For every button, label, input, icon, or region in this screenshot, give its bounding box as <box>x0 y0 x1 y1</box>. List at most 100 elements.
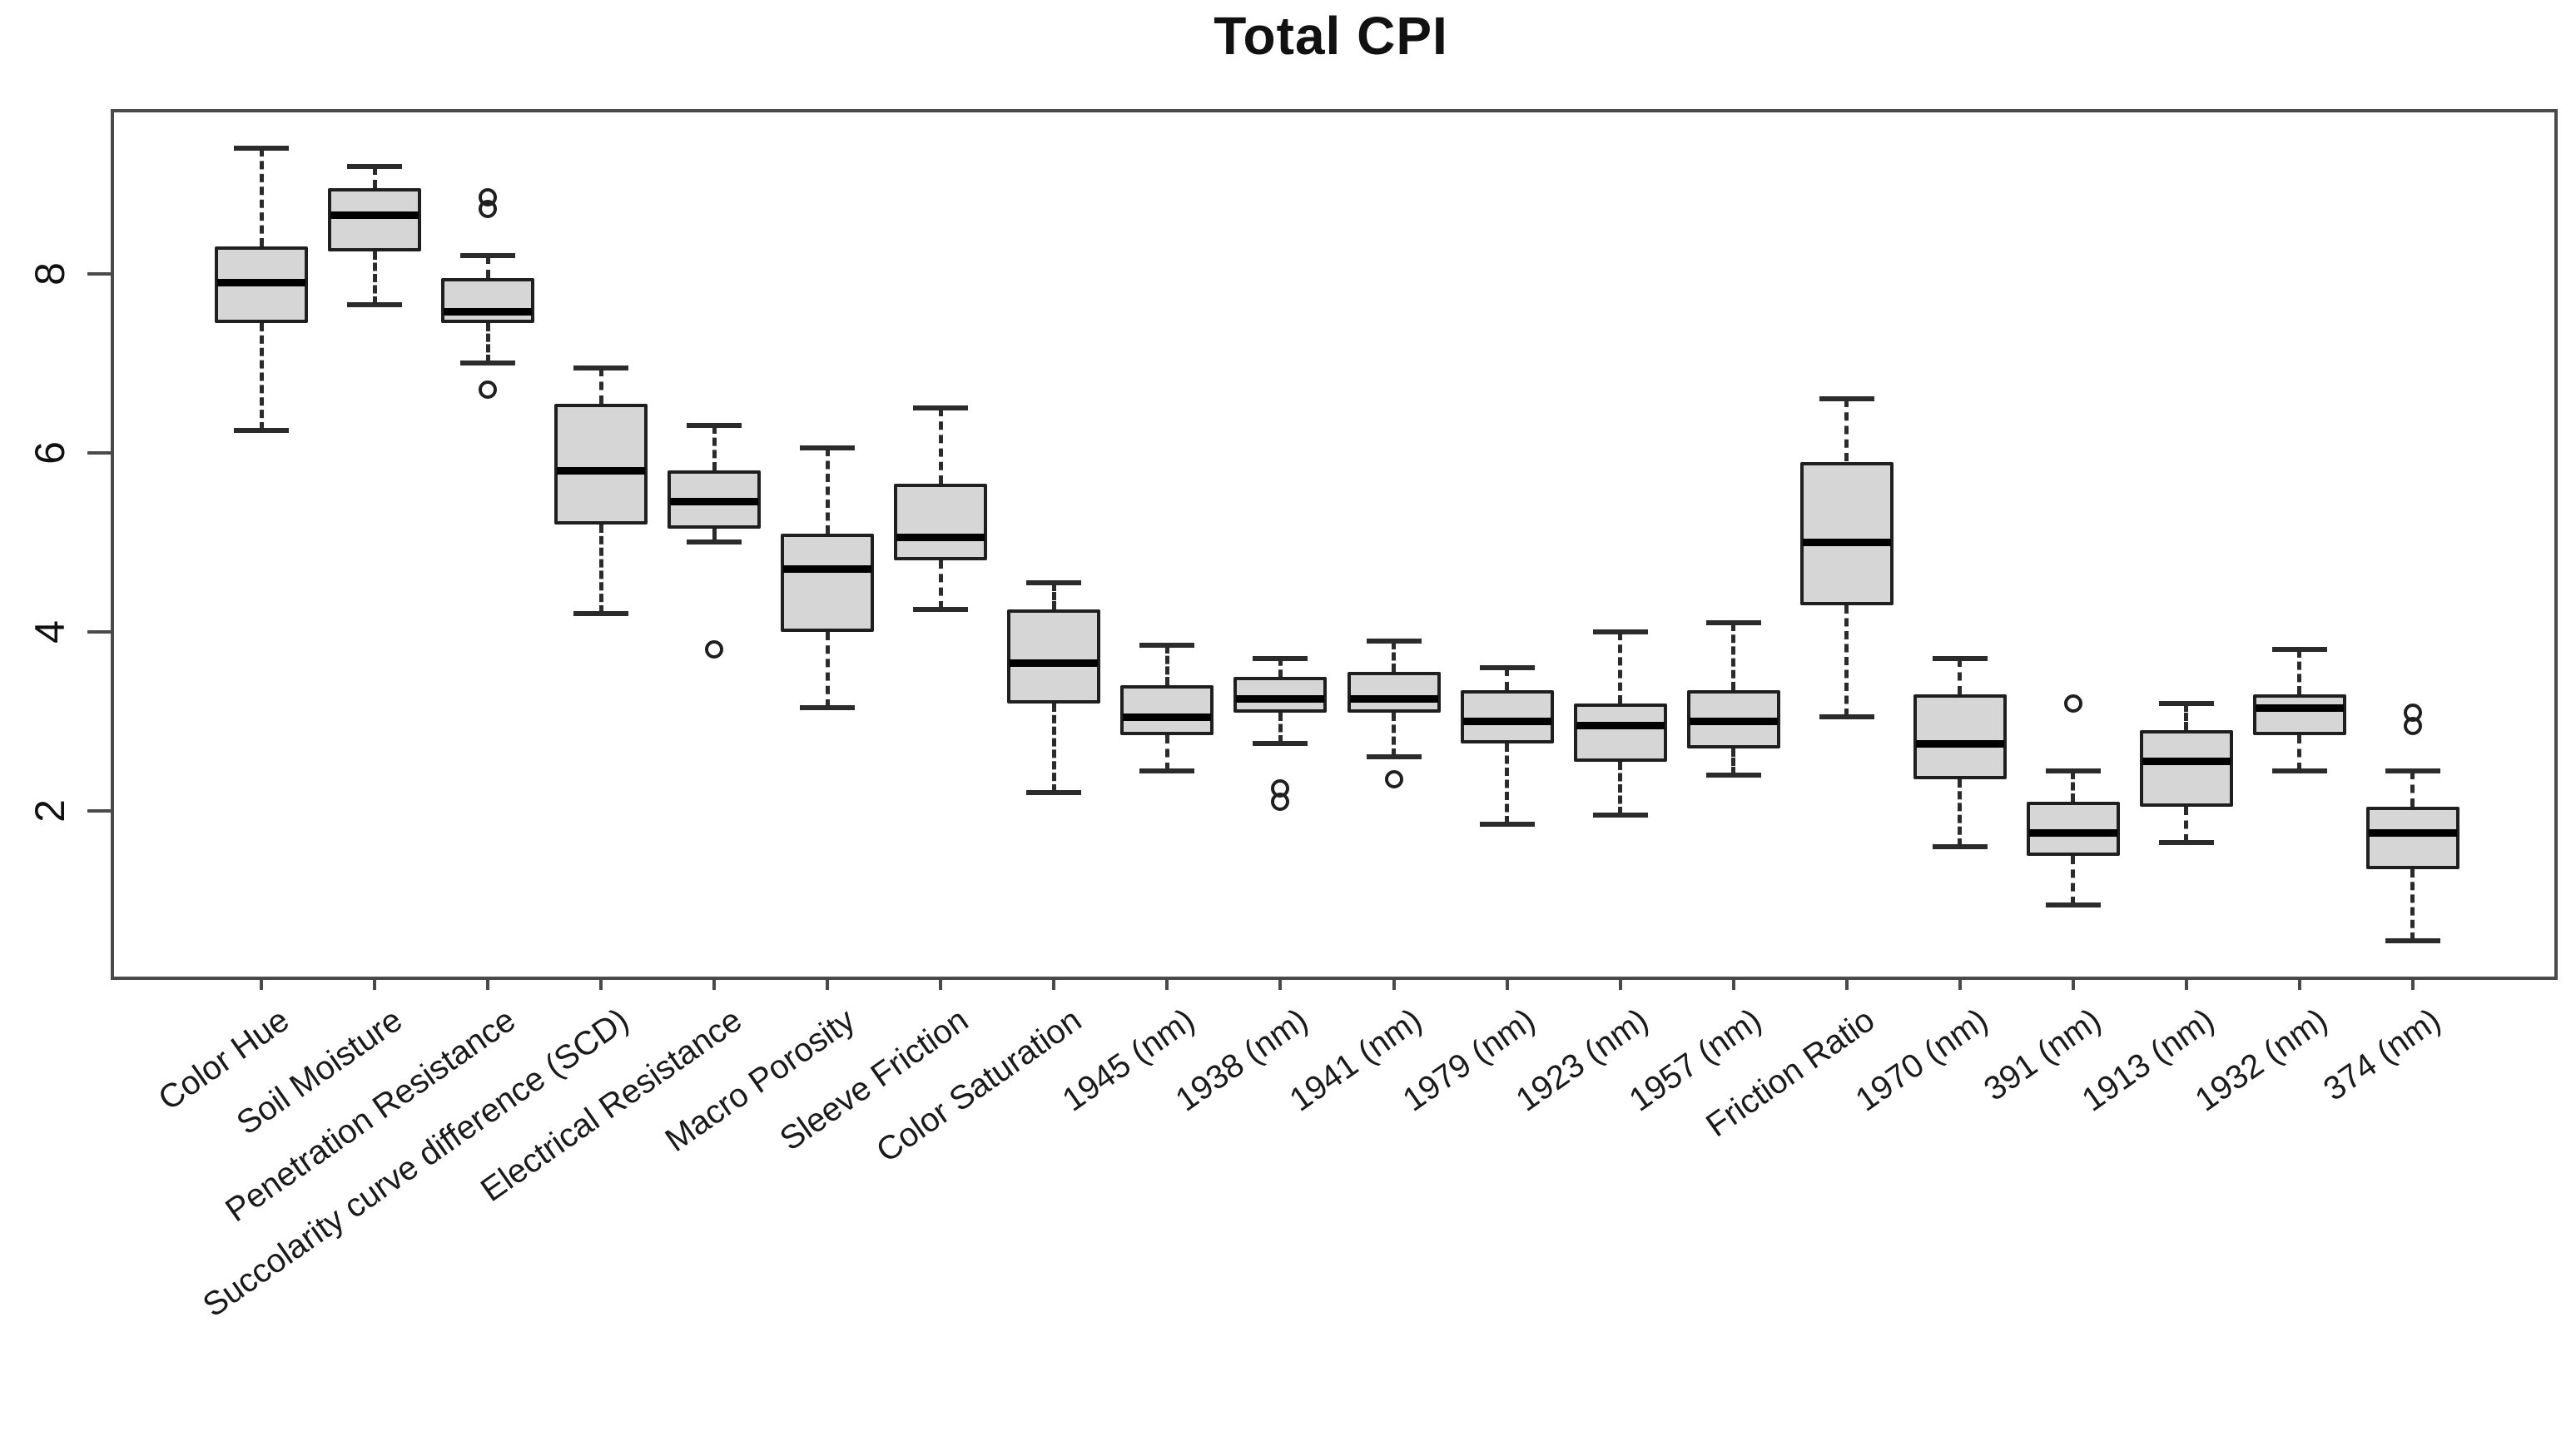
whisker-line-upper <box>372 166 377 189</box>
whisker-cap-upper <box>1253 656 1308 662</box>
outlier-point <box>479 200 498 219</box>
whisker-cap-lower <box>460 360 516 366</box>
whisker-cap-upper <box>1479 664 1535 670</box>
whisker-line-upper <box>2184 703 2189 731</box>
x-tick-mark <box>1392 977 1396 990</box>
whisker-line-upper <box>2410 770 2415 807</box>
x-tick-mark <box>1618 977 1622 990</box>
whisker-cap-upper <box>1819 396 1874 402</box>
whisker-cap-upper <box>2045 768 2101 773</box>
median-line <box>670 498 759 506</box>
box-iqr <box>1799 461 1894 605</box>
whisker-line-upper <box>1505 667 1510 690</box>
whisker-line-lower <box>598 524 603 614</box>
whisker-line-upper <box>938 407 943 485</box>
whisker-cap-lower <box>1026 790 1082 796</box>
y-tick-mark <box>87 271 111 276</box>
outlier-point <box>2063 694 2082 713</box>
box-iqr <box>1347 672 1441 713</box>
median-line <box>217 278 305 286</box>
median-line <box>1123 713 1212 721</box>
whisker-line-lower <box>372 251 377 306</box>
whisker-cap-lower <box>1819 714 1874 720</box>
whisker-cap-lower <box>1366 754 1422 760</box>
x-tick-mark <box>373 977 377 990</box>
whisker-cap-upper <box>460 253 516 259</box>
x-tick-mark <box>1052 977 1056 990</box>
whisker-line-lower <box>1505 743 1510 825</box>
box-iqr <box>1460 689 1554 744</box>
whisker-line-upper <box>259 148 264 247</box>
whisker-line-upper <box>598 367 603 404</box>
whisker-line-upper <box>485 256 490 278</box>
box-iqr <box>2365 806 2459 869</box>
whisker-cap-upper <box>1705 620 1761 626</box>
median-line <box>1915 739 2004 748</box>
x-tick-mark <box>1165 977 1169 990</box>
whisker-line-upper <box>1278 659 1283 677</box>
whisker-line-lower <box>1051 703 1056 793</box>
median-line <box>330 211 419 220</box>
whisker-cap-upper <box>347 163 403 169</box>
y-tick-label: 2 <box>27 799 73 823</box>
whisker-cap-lower <box>2271 768 2327 773</box>
x-tick-mark <box>260 977 263 990</box>
whisker-cap-lower <box>1705 772 1761 778</box>
x-tick-mark <box>2184 977 2188 990</box>
whisker-line-upper <box>1051 582 1056 609</box>
whisker-line-lower <box>1958 779 1963 848</box>
outlier-point <box>479 380 498 400</box>
median-line <box>1462 717 1551 725</box>
whisker-cap-upper <box>687 423 742 429</box>
box-iqr <box>894 484 988 560</box>
whisker-cap-lower <box>800 705 856 711</box>
whisker-cap-upper <box>1366 638 1422 644</box>
x-tick-mark <box>939 977 943 990</box>
median-line <box>2255 704 2344 712</box>
box-iqr <box>1573 703 1667 762</box>
x-tick-mark <box>2297 977 2301 990</box>
median-line <box>1802 538 1891 546</box>
whisker-cap-lower <box>2385 937 2440 943</box>
whisker-line-lower <box>1392 712 1396 758</box>
median-line <box>1689 717 1778 725</box>
x-tick-mark <box>1731 977 1735 990</box>
whisker-line-upper <box>2297 649 2302 695</box>
whisker-cap-lower <box>1592 813 1648 818</box>
x-tick-mark <box>2071 977 2075 990</box>
whisker-line-upper <box>1164 645 1169 686</box>
median-line <box>2142 758 2231 766</box>
whisker-cap-lower <box>1253 741 1308 747</box>
box-iqr <box>2252 694 2346 735</box>
median-line <box>1236 695 1325 704</box>
plot-area: 2 4 6 8 Color Hue Soil Moisture Penetration Re… <box>27 109 2558 1325</box>
whisker-line-upper <box>1958 659 1963 695</box>
whisker-line-upper <box>2071 770 2076 803</box>
median-line <box>557 466 646 475</box>
whisker-line-lower <box>1278 712 1283 744</box>
median-line <box>1010 659 1099 668</box>
x-tick-mark <box>599 977 603 990</box>
median-line <box>783 565 872 574</box>
whisker-line-upper <box>712 425 717 471</box>
whisker-line-lower <box>2410 868 2415 941</box>
whisker-line-lower <box>1618 761 1623 816</box>
box-iqr <box>2026 802 2120 856</box>
x-tick-mark <box>486 977 490 990</box>
y-tick-mark <box>87 450 111 455</box>
median-line <box>444 308 533 316</box>
whisker-cap-upper <box>1026 579 1082 585</box>
box-iqr <box>1120 685 1214 735</box>
y-tick-label: 8 <box>27 261 73 286</box>
whisker-cap-lower <box>347 302 403 308</box>
x-tick-mark <box>2410 977 2415 990</box>
whisker-line-lower <box>2184 806 2189 843</box>
whisker-cap-lower <box>913 606 969 612</box>
whisker-cap-lower <box>2158 839 2214 845</box>
y-tick-label: 4 <box>27 619 73 644</box>
whisker-cap-upper <box>913 405 969 410</box>
whisker-line-lower <box>938 559 943 609</box>
median-line <box>2368 829 2457 838</box>
whisker-line-upper <box>1731 623 1736 690</box>
whisker-line-lower <box>712 529 717 543</box>
